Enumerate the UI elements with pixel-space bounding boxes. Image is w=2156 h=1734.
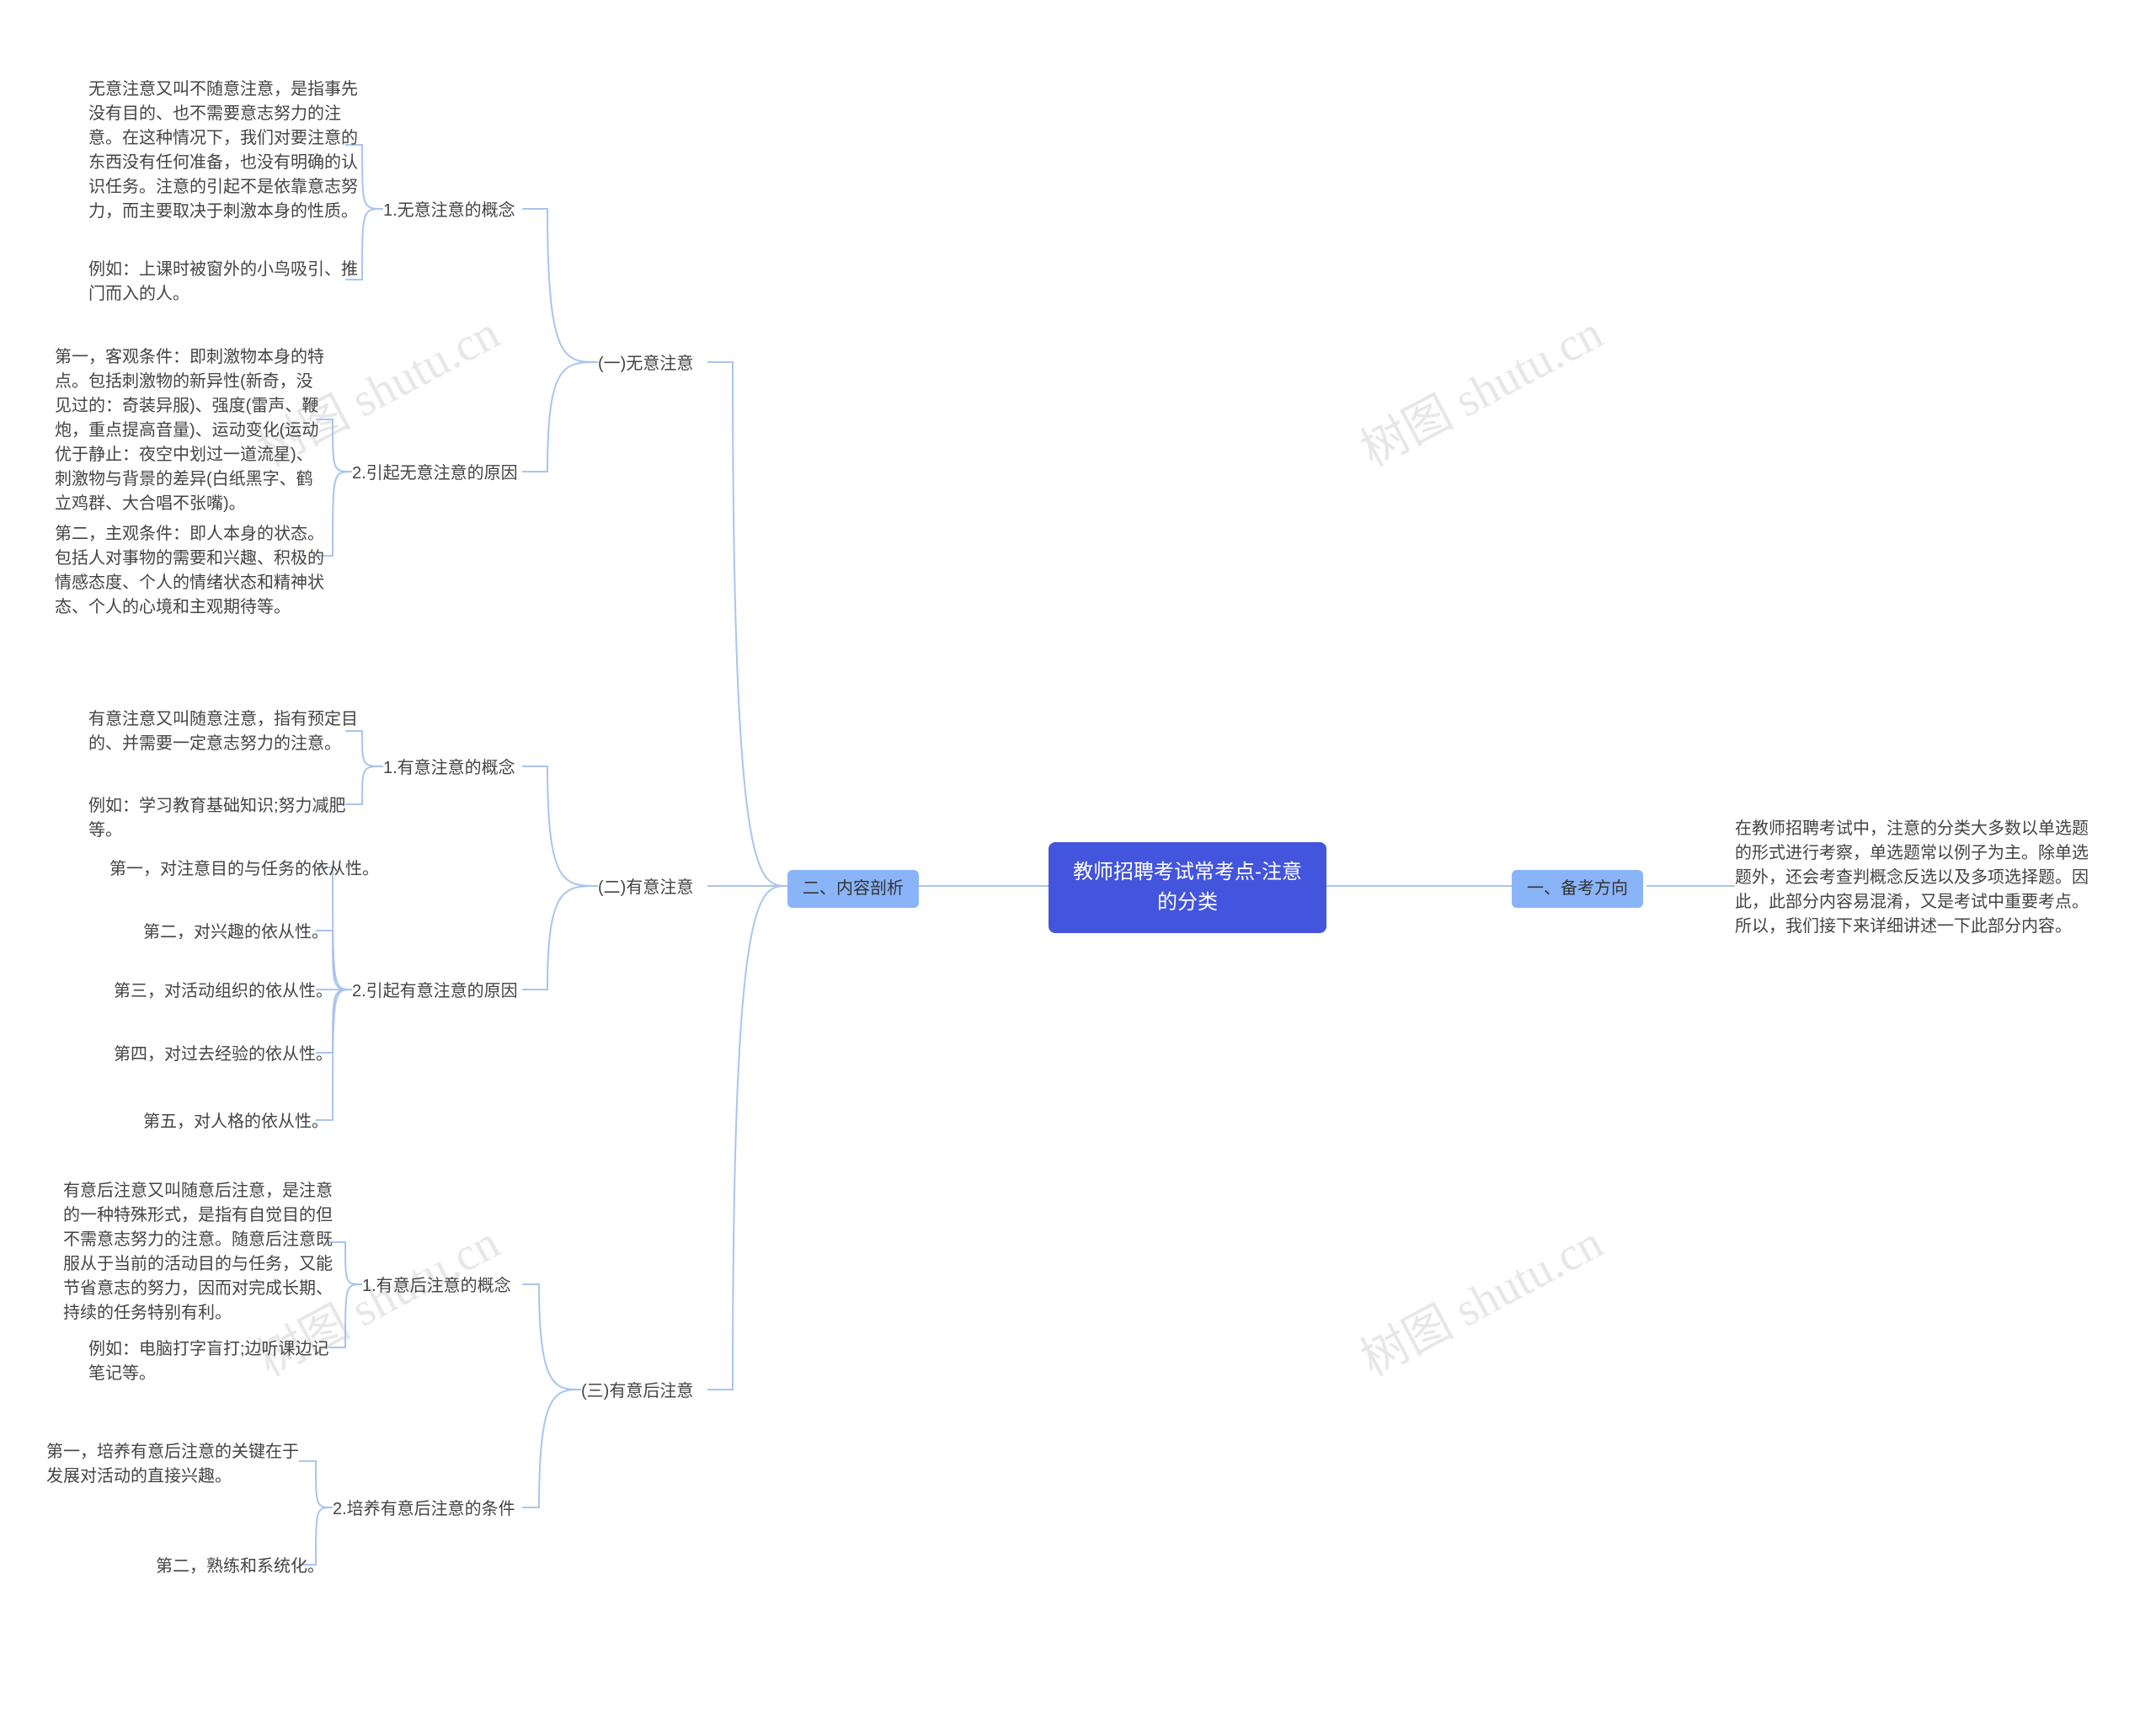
node-unintentional-attention[interactable]: (一)无意注意 <box>598 352 693 376</box>
watermark: 树图 shutu.cn <box>1347 296 1612 480</box>
node-intentional-concept[interactable]: 1.有意注意的概念 <box>383 756 515 781</box>
leaf-intentional-concept-b: 例如：学习教育基础知识;努力减肥等。 <box>88 794 358 843</box>
node-post-intentional-conditions[interactable]: 2.培养有意后注意的条件 <box>333 1497 515 1522</box>
leaf-intentional-cause-a: 第一，对注意目的与任务的依从性。 <box>109 857 379 882</box>
watermark: 树图 shutu.cn <box>1347 1205 1612 1390</box>
root-title-line2: 的分类 <box>1157 891 1218 914</box>
leaf-intentional-cause-c: 第三，对活动组织的依从性。 <box>114 979 333 1004</box>
node-intentional-attention[interactable]: (二)有意注意 <box>598 876 693 900</box>
node-unintentional-cause[interactable]: 2.引起无意注意的原因 <box>352 462 518 486</box>
branch-label: 一、备考方向 <box>1527 879 1628 898</box>
leaf-post-intentional-cond-a: 第一，培养有意后注意的关键在于发展对活动的直接兴趣。 <box>46 1440 307 1489</box>
leaf-post-intentional-concept-b: 例如：电脑打字盲打;边听课边记笔记等。 <box>88 1337 341 1386</box>
branch-content-analysis[interactable]: 二、内容剖析 <box>787 870 919 908</box>
leaf-unintentional-concept-b: 例如：上课时被窗外的小鸟吸引、推门而入的人。 <box>88 258 358 307</box>
leaf-post-intentional-cond-b: 第二，熟练和系统化。 <box>156 1555 324 1579</box>
leaf-preparation-text: 在教师招聘考试中，注意的分类大多数以单选题的形式进行考察，单选题常以例子为主。除… <box>1735 817 2097 939</box>
branch-label: 二、内容剖析 <box>803 879 904 898</box>
leaf-unintentional-cause-a: 第一，客观条件：即刺激物本身的特点。包括刺激物的新异性(新奇，没见过的：奇装异服… <box>55 345 324 516</box>
leaf-unintentional-cause-b: 第二，主观条件：即人本身的状态。包括人对事物的需要和兴趣、积极的情感态度、个人的… <box>55 522 324 620</box>
leaf-unintentional-concept-a: 无意注意又叫不随意注意，是指事先没有目的、也不需要意志努力的注意。在这种情况下，… <box>88 77 358 224</box>
root-node[interactable]: 教师招聘考试常考点-注意 的分类 <box>1049 842 1326 933</box>
leaf-intentional-cause-d: 第四，对过去经验的依从性。 <box>114 1043 333 1067</box>
leaf-intentional-cause-b: 第二，对兴趣的依从性。 <box>143 920 328 945</box>
branch-preparation[interactable]: 一、备考方向 <box>1512 870 1643 908</box>
node-intentional-cause[interactable]: 2.引起有意注意的原因 <box>352 979 518 1004</box>
root-title-line1: 教师招聘考试常考点-注意 <box>1073 861 1302 883</box>
node-unintentional-concept[interactable]: 1.无意注意的概念 <box>383 199 515 223</box>
node-post-intentional-concept[interactable]: 1.有意后注意的概念 <box>362 1274 511 1299</box>
leaf-intentional-cause-e: 第五，对人格的依从性。 <box>143 1110 328 1134</box>
leaf-post-intentional-concept-a: 有意后注意又叫随意后注意，是注意的一种特殊形式，是指有自觉目的但不需意志努力的注… <box>63 1179 333 1326</box>
node-post-intentional-attention[interactable]: (三)有意后注意 <box>581 1379 693 1404</box>
leaf-intentional-concept-a: 有意注意又叫随意注意，指有预定目的、并需要一定意志努力的注意。 <box>88 707 358 756</box>
